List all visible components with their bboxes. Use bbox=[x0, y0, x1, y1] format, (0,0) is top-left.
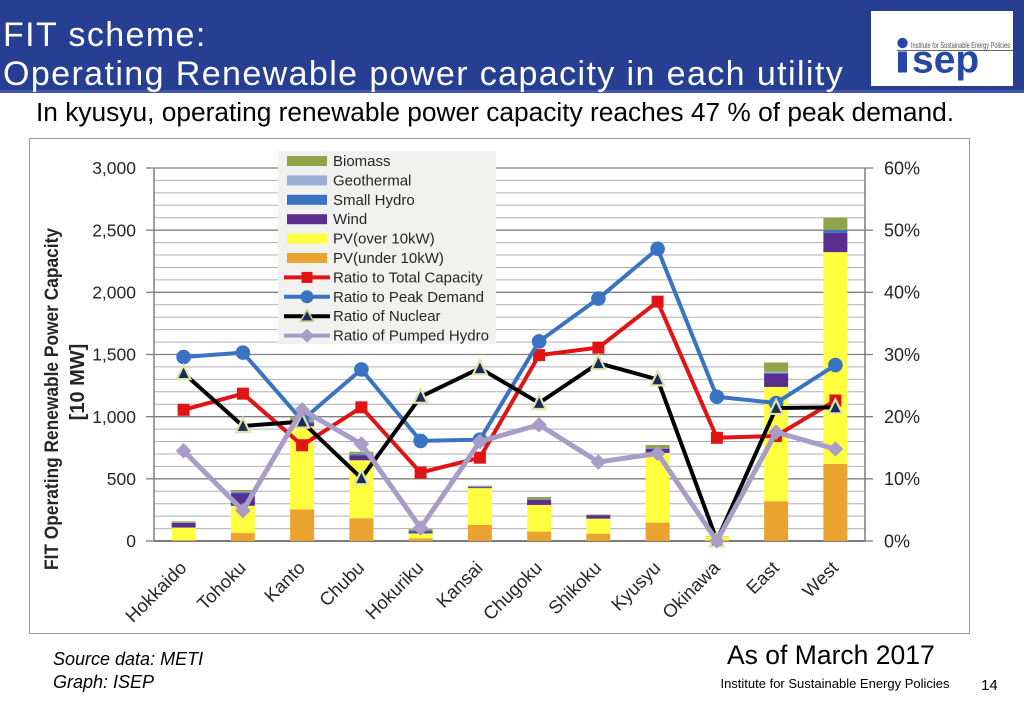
svg-text:500: 500 bbox=[107, 469, 136, 489]
svg-text:Kyusyu: Kyusyu bbox=[607, 557, 665, 615]
svg-text:Tohoku: Tohoku bbox=[193, 557, 250, 614]
svg-text:Geothermal: Geothermal bbox=[333, 172, 411, 189]
svg-text:PV(over 10kW): PV(over 10kW) bbox=[333, 231, 435, 248]
svg-text:Chugoku: Chugoku bbox=[479, 557, 546, 624]
svg-text:3,000: 3,000 bbox=[92, 158, 136, 178]
svg-text:Chubu: Chubu bbox=[315, 557, 368, 610]
svg-text:Biomass: Biomass bbox=[333, 153, 391, 170]
svg-text:Institute for Sustainable Ener: Institute for Sustainable Energy Policie… bbox=[911, 41, 1010, 50]
svg-text:Shikoku: Shikoku bbox=[544, 557, 605, 618]
svg-text:Kanto: Kanto bbox=[260, 557, 309, 606]
svg-text:FIT Operating Renewable Power: FIT Operating Renewable Power Capacity bbox=[42, 228, 63, 570]
svg-text:20%: 20% bbox=[884, 407, 920, 427]
svg-text:PV(under 10kW): PV(under 10kW) bbox=[333, 250, 444, 267]
svg-text:Small Hydro: Small Hydro bbox=[333, 192, 415, 209]
svg-text:Ratio to Total Capacity: Ratio to Total Capacity bbox=[333, 269, 483, 286]
svg-text:10%: 10% bbox=[884, 469, 920, 489]
svg-text:0%: 0% bbox=[884, 531, 910, 551]
svg-text:30%: 30% bbox=[884, 345, 920, 365]
svg-text:60%: 60% bbox=[884, 158, 920, 178]
svg-text:West: West bbox=[798, 557, 842, 601]
svg-text:1,500: 1,500 bbox=[92, 345, 136, 365]
svg-text:Ratio of Nuclear: Ratio of Nuclear bbox=[333, 308, 441, 325]
svg-text:East: East bbox=[742, 557, 783, 598]
svg-text:Ratio to Peak Demand: Ratio to Peak Demand bbox=[333, 289, 484, 306]
svg-text:[10 MW]: [10 MW] bbox=[67, 344, 89, 421]
svg-text:50%: 50% bbox=[884, 220, 920, 240]
svg-text:sep: sep bbox=[912, 39, 979, 82]
svg-text:Hokkaido: Hokkaido bbox=[121, 557, 190, 626]
svg-text:Wind: Wind bbox=[333, 211, 367, 228]
svg-text:Okinawa: Okinawa bbox=[658, 556, 724, 622]
svg-text:0: 0 bbox=[126, 531, 136, 551]
svg-text:2,500: 2,500 bbox=[92, 220, 136, 240]
svg-text:Ratio of Pumped Hydro: Ratio of Pumped Hydro bbox=[333, 328, 489, 345]
svg-text:40%: 40% bbox=[884, 283, 920, 303]
svg-text:Kansai: Kansai bbox=[432, 557, 487, 612]
svg-text:1,000: 1,000 bbox=[92, 407, 136, 427]
svg-text:Hokuriku: Hokuriku bbox=[361, 557, 427, 623]
svg-text:2,000: 2,000 bbox=[92, 283, 136, 303]
